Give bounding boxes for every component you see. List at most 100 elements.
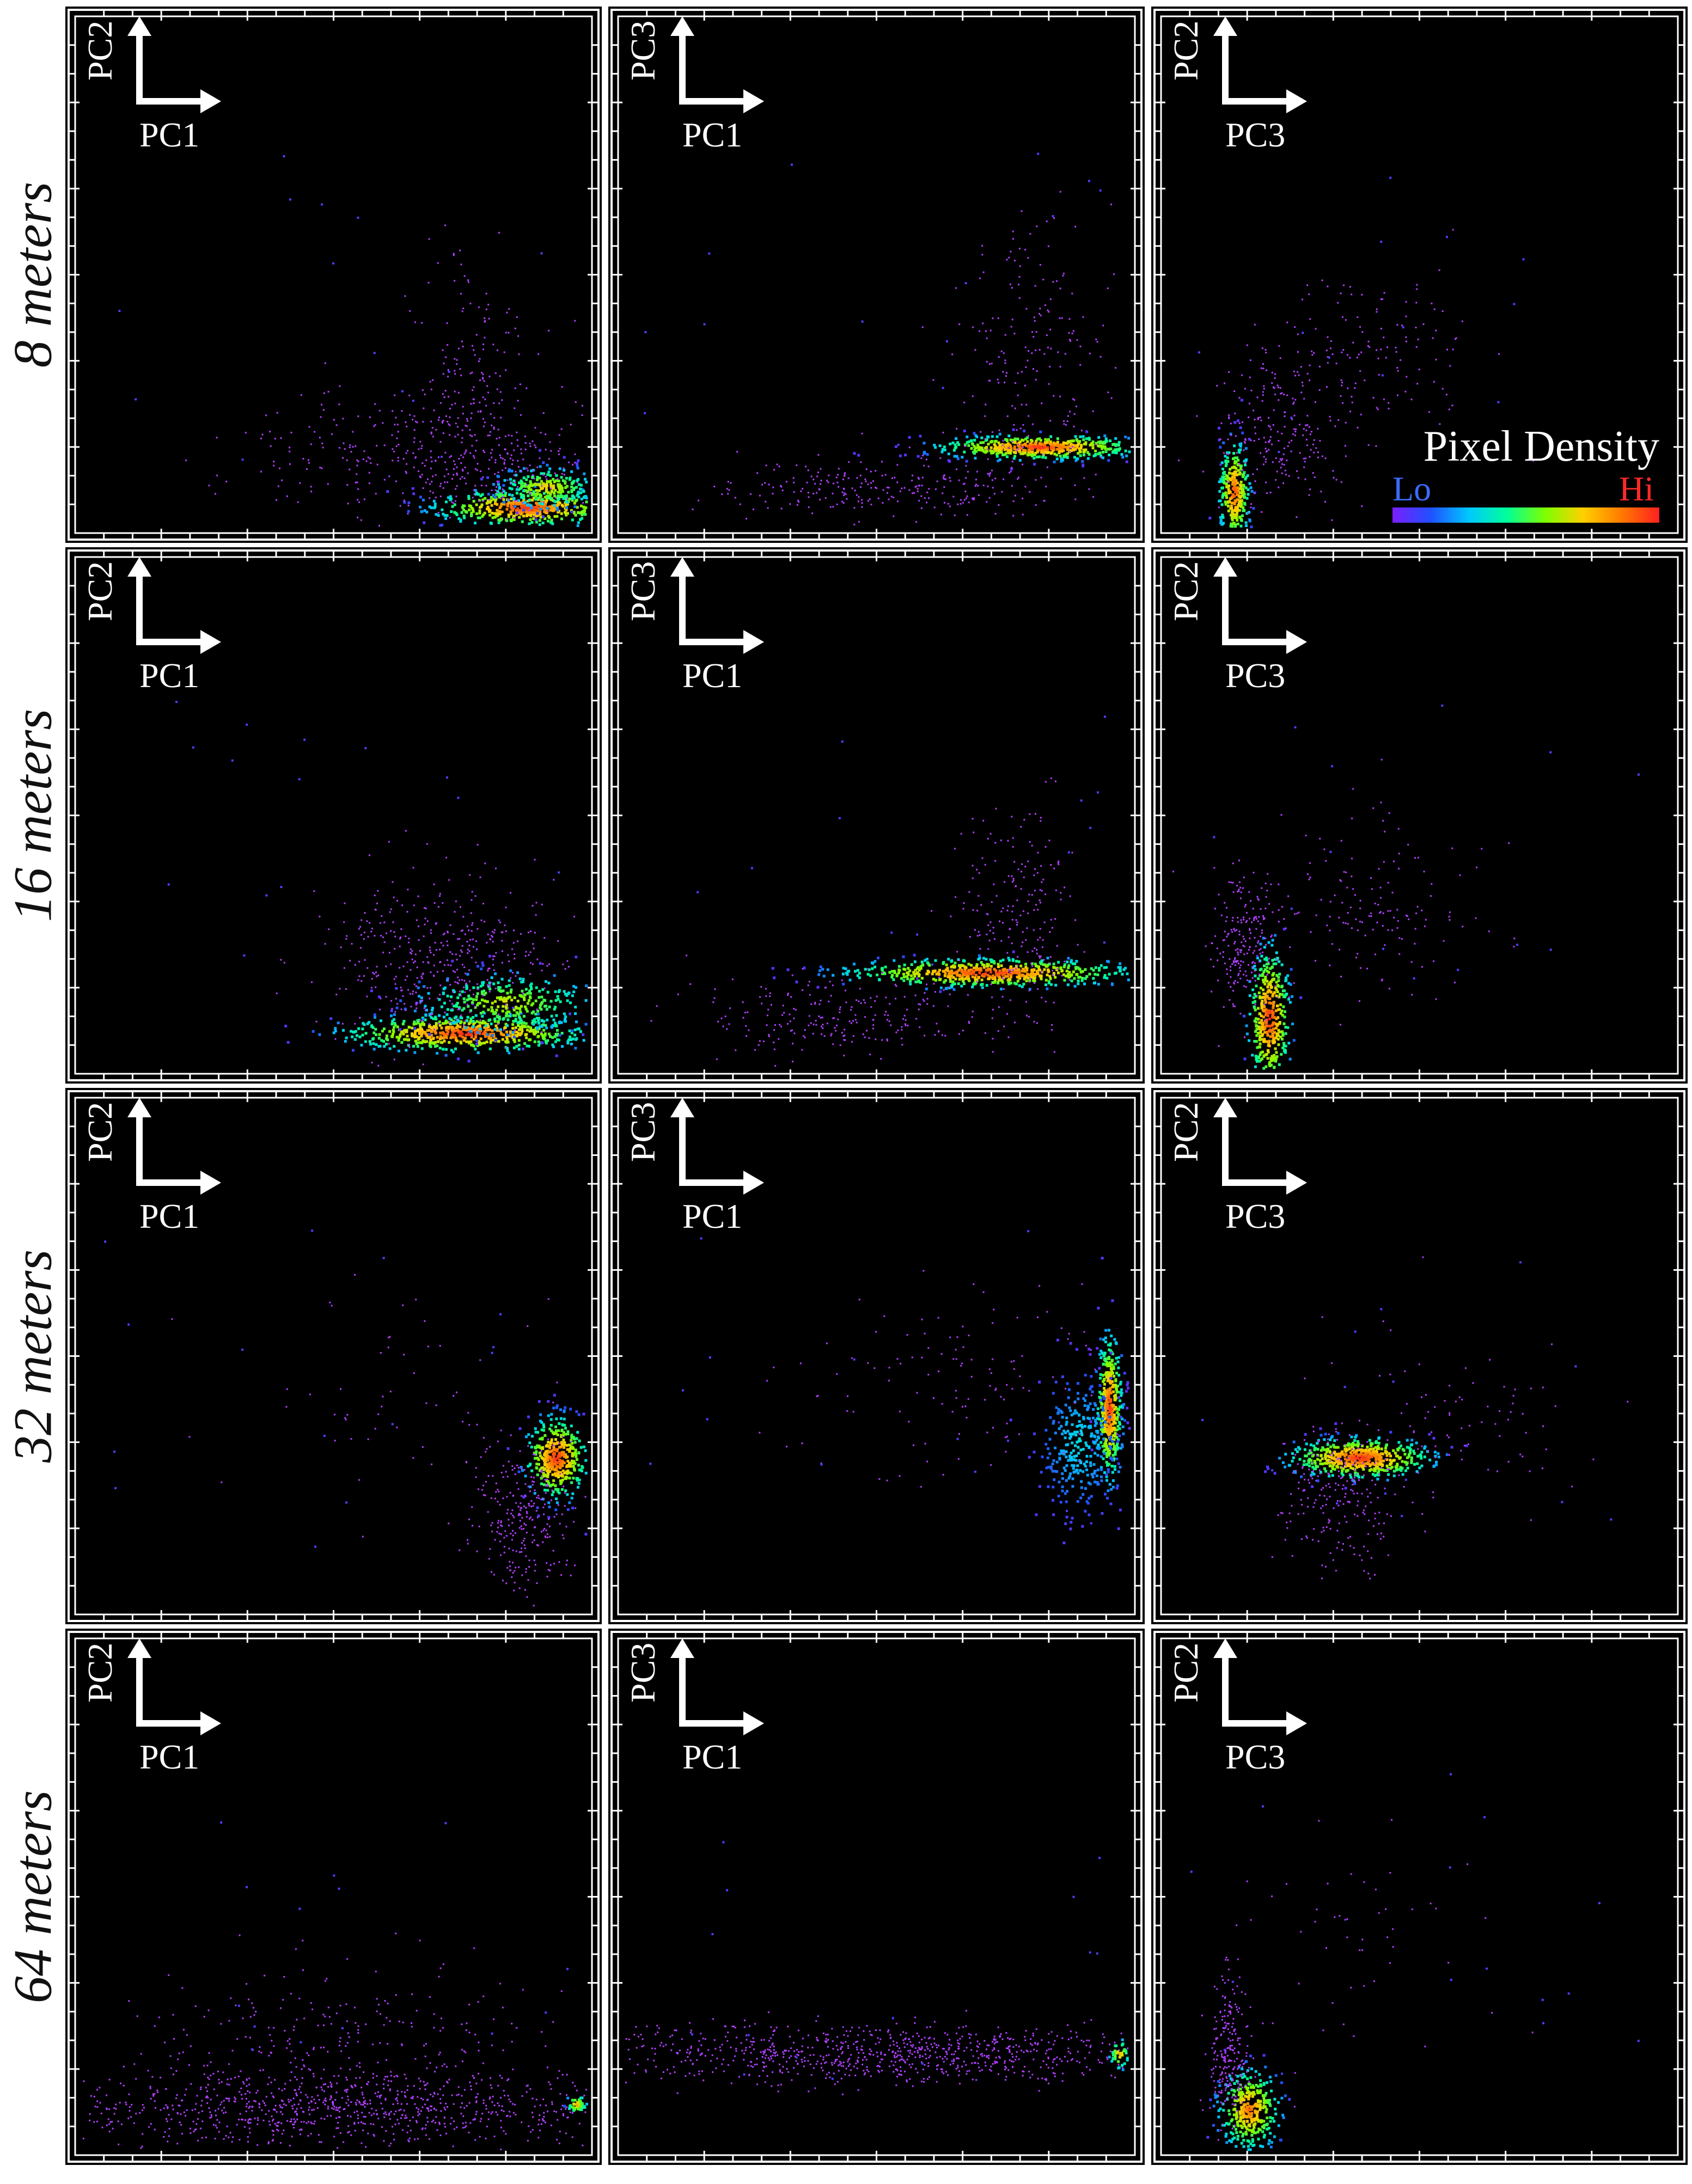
data-point — [923, 442, 926, 445]
data-point — [1066, 442, 1069, 445]
data-point — [1220, 503, 1224, 506]
data-point — [917, 455, 920, 458]
data-point — [450, 1022, 454, 1025]
data-point — [324, 362, 326, 364]
data-point — [485, 292, 487, 295]
data-point — [1035, 378, 1037, 381]
data-point — [980, 446, 984, 450]
data-point — [333, 419, 335, 421]
data-point — [1046, 448, 1049, 451]
data-point — [1279, 357, 1281, 359]
data-point — [377, 1045, 381, 1048]
data-point — [1256, 396, 1259, 399]
data-point — [903, 487, 906, 489]
data-point — [415, 1002, 417, 1004]
data-point — [902, 979, 906, 982]
data-point — [429, 998, 431, 1000]
data-point — [472, 986, 475, 989]
data-point — [469, 997, 473, 1000]
data-point — [960, 503, 962, 505]
data-point — [1005, 375, 1007, 377]
data-point — [509, 1031, 512, 1035]
data-point — [506, 504, 509, 507]
data-point — [487, 968, 490, 970]
data-point — [1222, 441, 1225, 444]
data-point — [486, 1000, 489, 1003]
row-label-text: 8 meters — [2, 181, 63, 368]
data-point — [1121, 972, 1124, 976]
data-point — [480, 919, 482, 921]
data-point — [1060, 450, 1064, 453]
data-point — [1231, 480, 1235, 484]
data-point — [416, 1019, 419, 1022]
axis-direction-indicator: PC2 PC1 — [81, 14, 227, 156]
data-point — [1038, 442, 1041, 445]
data-point — [1221, 496, 1224, 499]
data-point — [1244, 476, 1248, 479]
data-point — [430, 506, 433, 510]
data-point — [490, 1006, 493, 1009]
data-point — [507, 515, 510, 518]
data-point — [456, 466, 458, 468]
data-point — [470, 1035, 473, 1038]
data-point — [1239, 484, 1242, 487]
data-point — [545, 487, 548, 491]
data-point — [565, 494, 568, 498]
data-point — [400, 1008, 402, 1011]
data-point — [497, 494, 500, 497]
data-point — [449, 424, 451, 426]
data-point — [406, 911, 408, 913]
data-point — [894, 445, 897, 448]
data-point — [547, 470, 551, 474]
data-point — [401, 410, 403, 412]
data-point — [472, 1020, 475, 1023]
data-point — [487, 933, 489, 935]
data-point — [416, 421, 418, 424]
data-point — [537, 1044, 540, 1047]
data-point — [1045, 486, 1047, 488]
data-point — [515, 501, 518, 505]
data-point — [1417, 338, 1419, 340]
data-point — [456, 1025, 459, 1029]
data-point — [465, 451, 467, 453]
data-point — [1068, 971, 1071, 974]
axis-direction-indicator: PC3 PC1 — [624, 14, 769, 156]
data-point — [820, 468, 822, 470]
data-point — [276, 499, 277, 501]
outlier-point — [283, 155, 285, 157]
data-point — [497, 472, 499, 474]
data-point — [1248, 416, 1250, 418]
data-point — [481, 498, 485, 501]
data-point — [553, 1007, 556, 1011]
data-point — [526, 467, 528, 469]
data-point — [547, 515, 550, 518]
data-point — [1115, 367, 1117, 369]
data-point — [1010, 470, 1012, 473]
data-point — [388, 841, 390, 843]
data-point — [1097, 441, 1100, 444]
data-point — [1006, 259, 1008, 261]
data-point — [360, 934, 362, 936]
data-point — [512, 1008, 516, 1012]
data-point — [820, 483, 822, 485]
data-point — [402, 1020, 406, 1023]
data-point — [1229, 524, 1232, 528]
data-point — [512, 942, 515, 944]
data-point — [557, 1038, 560, 1042]
data-point — [1246, 474, 1249, 477]
data-point — [1452, 229, 1454, 231]
axis-arrows-icon — [1213, 16, 1307, 113]
data-point — [1057, 961, 1060, 964]
data-point — [979, 277, 981, 279]
data-point — [1320, 491, 1322, 493]
data-point — [1076, 339, 1078, 341]
data-point — [531, 476, 534, 479]
data-point — [509, 457, 511, 460]
data-point — [488, 987, 492, 990]
data-point — [570, 1042, 573, 1045]
data-point — [513, 484, 516, 487]
data-point — [451, 1033, 455, 1037]
data-point — [1248, 511, 1251, 514]
data-point — [1123, 966, 1127, 970]
data-point — [432, 1025, 436, 1028]
